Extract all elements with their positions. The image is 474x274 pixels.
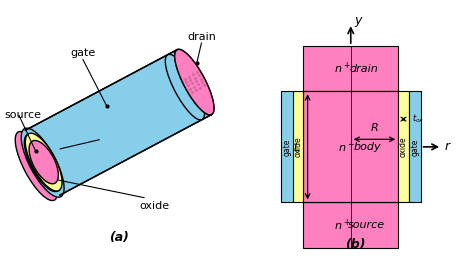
Text: $L$: $L$ (293, 141, 301, 153)
Text: $R$: $R$ (370, 121, 379, 133)
Text: $n^+$: $n^+$ (334, 217, 351, 233)
Bar (281, 92, 293, 202)
Ellipse shape (24, 134, 61, 192)
Ellipse shape (27, 141, 58, 184)
Text: oxide: oxide (293, 136, 302, 157)
Text: drain: drain (349, 64, 378, 74)
Bar (398, 92, 409, 202)
Text: source: source (347, 220, 385, 230)
Ellipse shape (25, 133, 62, 191)
Polygon shape (26, 50, 211, 195)
Bar (292, 92, 303, 202)
Ellipse shape (15, 132, 57, 201)
Text: gate: gate (70, 48, 96, 58)
Text: (b): (b) (345, 238, 366, 251)
Ellipse shape (165, 54, 205, 120)
Bar (409, 92, 421, 202)
Ellipse shape (21, 128, 64, 197)
Text: $n^+$: $n^+$ (337, 139, 355, 155)
Bar (303, 92, 398, 202)
Text: $n^+$: $n^+$ (334, 61, 351, 76)
Bar (303, 202, 398, 248)
Text: $t_{ox}$: $t_{ox}$ (411, 113, 424, 125)
Text: $r$: $r$ (444, 140, 452, 153)
Text: drain: drain (187, 32, 216, 42)
Ellipse shape (175, 49, 214, 115)
Text: body: body (354, 142, 381, 152)
Text: $y$: $y$ (354, 15, 364, 29)
Text: gate: gate (283, 138, 291, 156)
Ellipse shape (175, 49, 214, 115)
Text: source: source (5, 110, 42, 120)
Bar (303, 46, 398, 92)
Text: gate: gate (410, 138, 419, 156)
Ellipse shape (29, 141, 58, 184)
Text: (a): (a) (109, 231, 128, 244)
Text: oxide: oxide (139, 201, 169, 211)
Text: oxide: oxide (399, 136, 408, 157)
